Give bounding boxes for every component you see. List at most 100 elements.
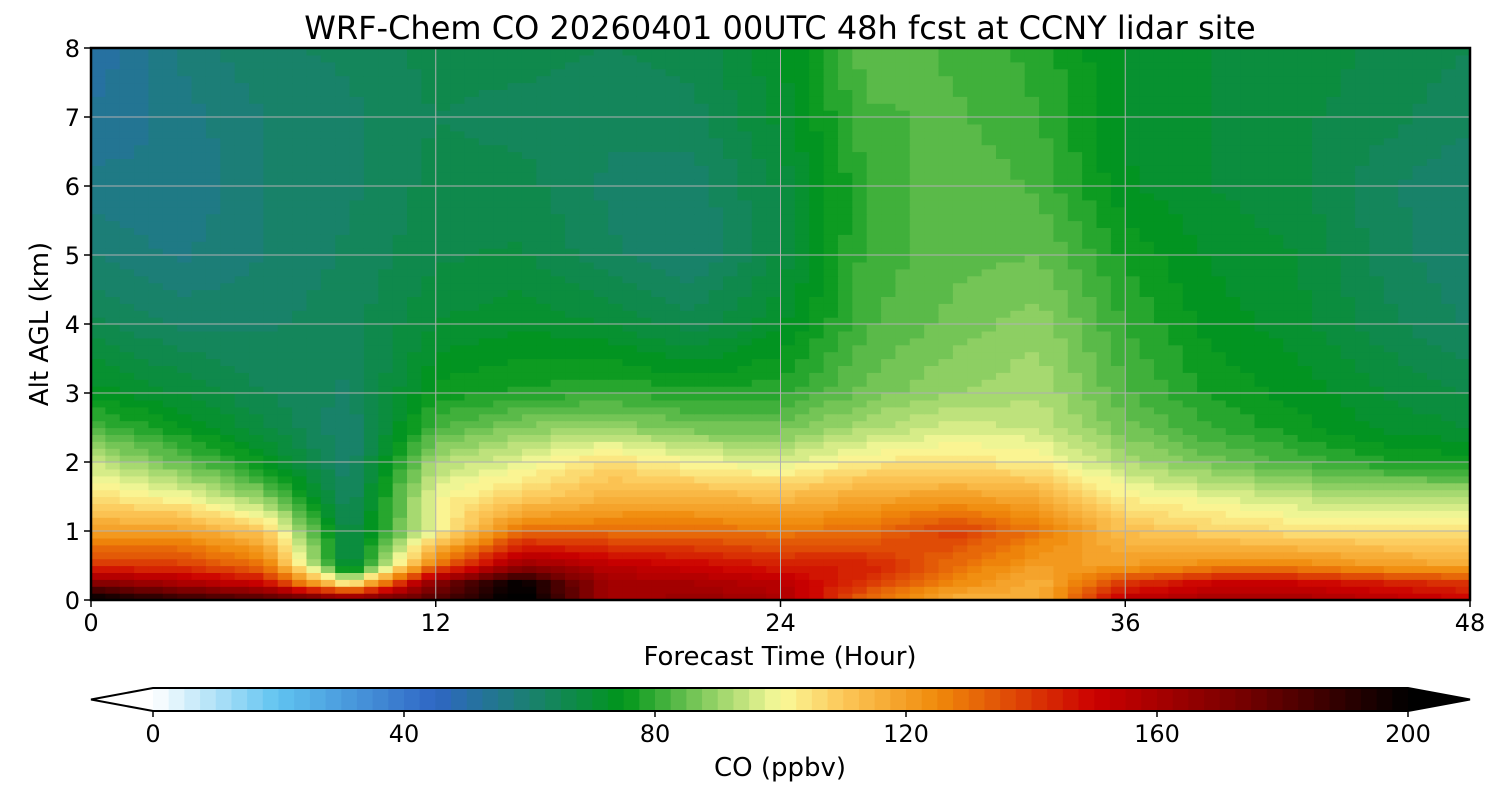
heatmap-cell — [924, 344, 940, 353]
heatmap-cell — [1067, 517, 1083, 525]
heatmap-cell — [723, 455, 738, 463]
heatmap-cell — [1153, 572, 1169, 580]
heatmap-cell — [1010, 496, 1026, 504]
heatmap-cell — [493, 372, 509, 380]
heatmap-cell — [751, 324, 767, 332]
heatmap-cell — [723, 248, 738, 256]
heatmap-cell — [162, 365, 178, 373]
heatmap-cell — [464, 330, 480, 339]
heatmap-cell — [1168, 310, 1184, 318]
heatmap-cell — [378, 248, 394, 256]
heatmap-cell — [1110, 337, 1126, 346]
heatmap-cell — [191, 399, 207, 408]
heatmap-cell — [119, 462, 135, 470]
heatmap-cell — [737, 482, 753, 491]
heatmap-cell — [579, 544, 595, 553]
heatmap-cell — [349, 241, 365, 249]
heatmap-cell — [550, 358, 566, 366]
heatmap-cell — [536, 482, 552, 491]
heatmap-cell — [608, 524, 624, 532]
heatmap-cell — [478, 489, 494, 498]
heatmap-cell — [1082, 489, 1098, 498]
heatmap-cell — [148, 551, 164, 560]
heatmap-cell — [909, 531, 925, 539]
heatmap-cell — [363, 337, 379, 346]
heatmap-cell — [952, 324, 968, 332]
heatmap-cell — [1355, 261, 1371, 270]
heatmap-cell — [881, 344, 897, 353]
heatmap-cell — [1398, 586, 1414, 594]
heatmap-cell — [852, 310, 868, 318]
heatmap-cell — [507, 406, 523, 415]
heatmap-cell — [435, 241, 451, 249]
heatmap-cell — [1254, 372, 1270, 380]
heatmap-cell — [794, 393, 810, 401]
heatmap-cell — [1168, 551, 1184, 560]
heatmap-cell — [435, 358, 451, 366]
heatmap-cell — [162, 344, 178, 353]
heatmap-cell — [464, 351, 480, 360]
heatmap-cell — [134, 317, 150, 325]
heatmap-cell — [1024, 303, 1040, 311]
heatmap-cell — [622, 524, 638, 532]
heatmap-cell — [220, 531, 236, 539]
heatmap-cell — [909, 330, 925, 339]
heatmap-cell — [679, 462, 695, 470]
heatmap-cell — [1039, 537, 1055, 546]
heatmap-cell — [306, 344, 322, 353]
heatmap-cell — [622, 434, 638, 442]
heatmap-cell — [766, 365, 782, 373]
heatmap-cell — [1240, 420, 1256, 429]
heatmap-cell — [881, 468, 897, 477]
heatmap-cell — [1096, 393, 1112, 401]
heatmap-cell — [277, 537, 293, 546]
heatmap-cell — [1125, 420, 1141, 429]
heatmap-cell — [766, 351, 782, 360]
heatmap-cell — [363, 565, 379, 573]
heatmap-cell — [967, 524, 983, 532]
heatmap-cell — [1039, 572, 1055, 580]
heatmap-cell — [981, 365, 997, 373]
heatmap-cell — [1024, 572, 1040, 580]
heatmap-cell — [435, 379, 451, 387]
heatmap-cell — [909, 310, 925, 318]
heatmap-cell — [148, 468, 164, 477]
heatmap-cell — [1211, 344, 1227, 353]
heatmap-cell — [967, 586, 983, 594]
heatmap-cell — [234, 337, 250, 346]
heatmap-cell — [751, 337, 767, 346]
heatmap-cell — [421, 448, 437, 456]
heatmap-cell — [809, 558, 825, 567]
heatmap-cell — [952, 296, 968, 304]
heatmap-cell — [679, 544, 695, 553]
heatmap-cell — [363, 379, 379, 387]
heatmap-cell — [1426, 365, 1442, 373]
heatmap-cell — [306, 544, 322, 553]
heatmap-cell — [249, 296, 264, 304]
heatmap-cell — [1383, 303, 1399, 311]
heatmap-cell — [1225, 372, 1241, 380]
heatmap-cell — [794, 351, 810, 360]
heatmap-cell — [1240, 475, 1256, 484]
heatmap-cell — [1297, 586, 1313, 594]
heatmap-cell — [593, 379, 609, 387]
heatmap-cell — [249, 544, 264, 553]
heatmap-cell — [636, 372, 652, 380]
heatmap-cell — [1168, 296, 1184, 304]
heatmap-cell — [191, 282, 207, 291]
heatmap-cell — [1096, 248, 1112, 256]
heatmap-cell — [579, 296, 595, 304]
heatmap-cell — [909, 586, 925, 594]
heatmap-cell — [292, 282, 308, 291]
heatmap-cell — [1441, 358, 1457, 366]
heatmap-cell — [277, 551, 293, 560]
heatmap-cell — [694, 468, 710, 477]
heatmap-cell — [1010, 358, 1026, 366]
heatmap-cell — [306, 517, 322, 525]
heatmap-cell — [421, 565, 437, 573]
heatmap-cell — [148, 510, 164, 518]
heatmap-cell — [1254, 482, 1270, 491]
heatmap-cell — [407, 413, 422, 422]
heatmap-cell — [1326, 586, 1342, 594]
heatmap-cell — [191, 303, 207, 311]
